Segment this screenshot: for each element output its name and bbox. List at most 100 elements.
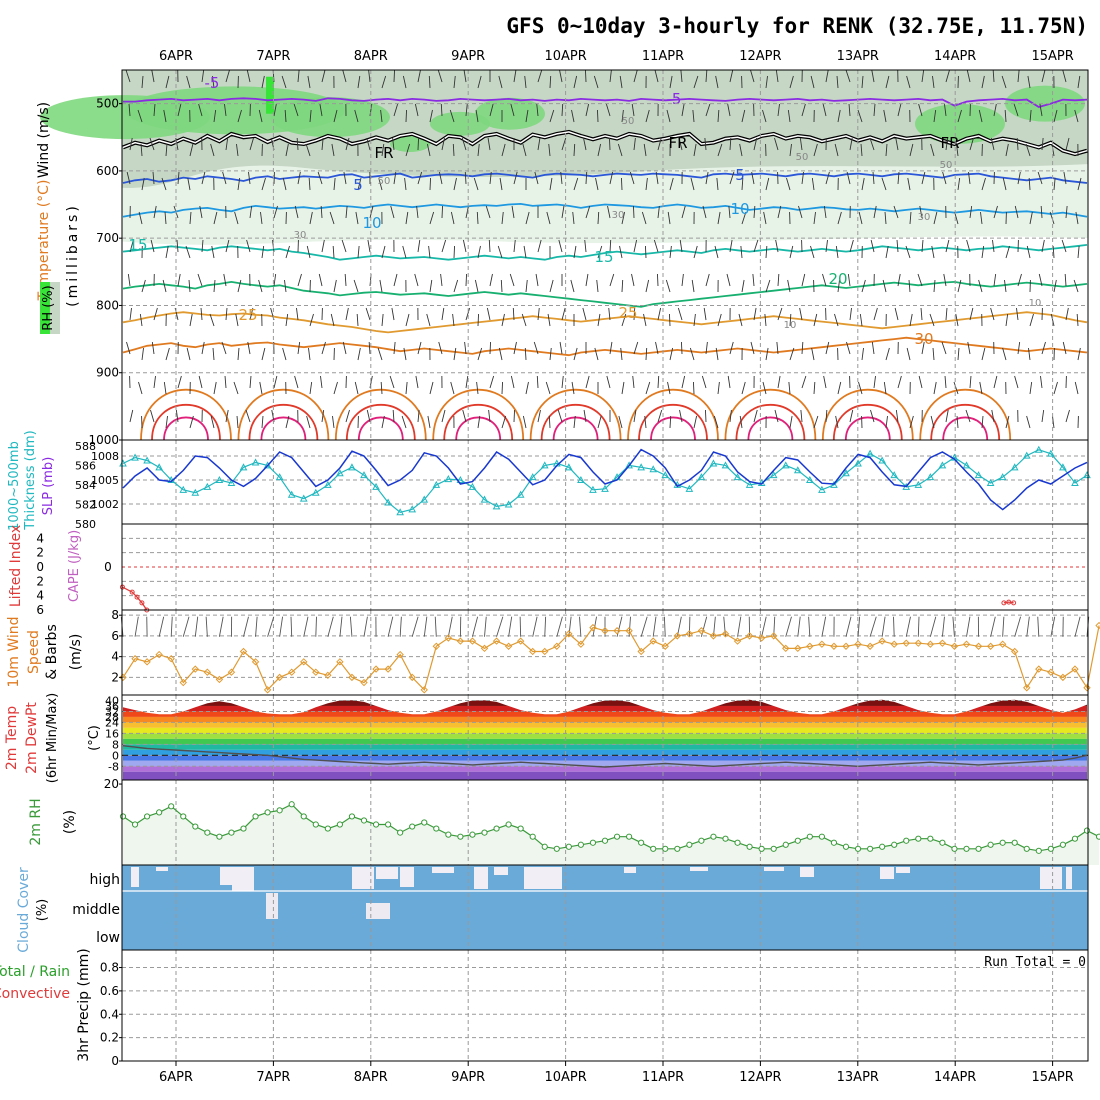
wind-barb: [921, 239, 924, 253]
wind-barb: [151, 341, 155, 355]
wind-barb: [150, 239, 155, 253]
wind-barb: [488, 409, 491, 423]
cape-tick-label: 0: [104, 560, 112, 574]
wind-barb: [990, 307, 995, 321]
pressure-tick-label: 700: [96, 231, 119, 245]
rh2m-marker: [1035, 847, 1042, 854]
thickness-marker: [155, 463, 163, 471]
rh2m-marker: [240, 825, 247, 832]
wind10m-barb: [556, 616, 563, 637]
isotherm-surface-loop: [747, 416, 794, 441]
wind-barb: [462, 239, 467, 253]
rh2m-marker: [300, 813, 307, 820]
wind-barb: [810, 245, 815, 259]
thickness-marker: [227, 478, 236, 486]
wind-barb: [919, 205, 923, 219]
wind-barb: [201, 69, 205, 83]
wind10m-marker: [1010, 647, 1019, 656]
wind-barb: [344, 273, 347, 287]
wind-barb: [738, 313, 743, 327]
temp-tick-label: 0: [112, 749, 119, 762]
date-label-bottom: 11APR: [642, 1070, 684, 1085]
wind10m-marker: [372, 665, 380, 673]
rh2m-marker: [794, 837, 801, 844]
wind-barb: [392, 409, 395, 423]
wind-barb: [845, 69, 851, 83]
wind-barb: [943, 273, 947, 287]
wind-barb: [837, 109, 841, 123]
wind-barb: [297, 273, 302, 287]
wind10m-barb: [349, 616, 353, 637]
wind-barb: [619, 245, 623, 259]
wind-barb: [164, 211, 167, 225]
wind-barb: [223, 273, 227, 287]
wind10m-barb: [640, 616, 648, 637]
wind-barb: [296, 137, 299, 151]
wind-barb: [235, 313, 239, 327]
wind-barb: [426, 143, 431, 157]
wind-barb: [141, 177, 145, 191]
rh-label: 50: [622, 116, 635, 127]
wind-barb: [309, 381, 313, 395]
wind-barb: [643, 313, 647, 327]
wind-barb: [810, 75, 815, 89]
wind-barb: [606, 375, 611, 389]
rh2m-marker: [565, 843, 572, 850]
wind-barb: [654, 69, 659, 83]
wind-barb: [669, 75, 673, 89]
pressure-tick-label: 800: [96, 298, 119, 312]
date-label-top: 12APR: [739, 49, 781, 64]
wind-barb: [573, 415, 576, 429]
upper-air-panel: -5 -5 FR FR FR 5 5 10 10 15 15 20 25 25 30 50 50 50 30 30 30…: [40, 69, 1088, 441]
thickness-marker: [1022, 451, 1031, 459]
wind-barb: [777, 205, 782, 219]
rh2m-marker: [963, 845, 970, 852]
wind-barb: [306, 415, 311, 429]
thickness-marker: [854, 459, 862, 467]
wind-barb: [141, 279, 146, 293]
wind10m-barb: [737, 616, 742, 637]
wind-barb: [775, 239, 779, 253]
wind10m-panel: [119, 610, 1100, 695]
ylabel-wind10m-unit: (m/s): [68, 634, 84, 671]
wind-barb: [139, 313, 143, 327]
wind-barb: [705, 341, 708, 355]
wind10m-marker: [733, 637, 742, 645]
wind-barb: [678, 137, 683, 151]
wind-barb: [669, 245, 672, 259]
wind-barb: [343, 171, 347, 185]
wind-barb: [703, 307, 707, 321]
wind-barb: [657, 137, 662, 151]
wind10m-marker: [577, 640, 585, 648]
rh2m-marker: [1083, 827, 1091, 834]
wind-barb: [895, 137, 899, 151]
wind-barb: [858, 211, 863, 225]
wind-barb: [391, 307, 395, 321]
lifted-index-marker: [1006, 599, 1012, 605]
wind-barb: [449, 109, 455, 123]
wind10m-marker: [324, 671, 332, 680]
wind10m-barb: [472, 616, 479, 637]
thickness-marker: [1059, 463, 1067, 471]
wind-barb: [354, 109, 359, 123]
wind10m-marker: [553, 642, 561, 650]
wind-barb: [450, 381, 455, 395]
wind-barb: [933, 109, 937, 123]
temp-tick-label: 24: [105, 716, 119, 729]
wind-barb: [969, 375, 972, 389]
wind-barb: [333, 177, 336, 191]
wind-barb: [966, 69, 971, 83]
wind-barb: [417, 409, 420, 423]
wind-barb: [957, 109, 962, 123]
wind-barb: [705, 273, 710, 287]
ylabel-thickness-1: 1000~500mb: [7, 441, 22, 531]
rh2m-line: [122, 803, 1100, 852]
wind-barb: [1053, 177, 1056, 191]
wind-barb: [666, 109, 671, 123]
thickness-marker: [420, 495, 429, 503]
wind-barb: [905, 245, 911, 259]
wind-barb: [329, 211, 335, 225]
wind-barb: [932, 75, 935, 89]
wind-barb: [883, 381, 887, 395]
wind-barb: [233, 381, 239, 395]
